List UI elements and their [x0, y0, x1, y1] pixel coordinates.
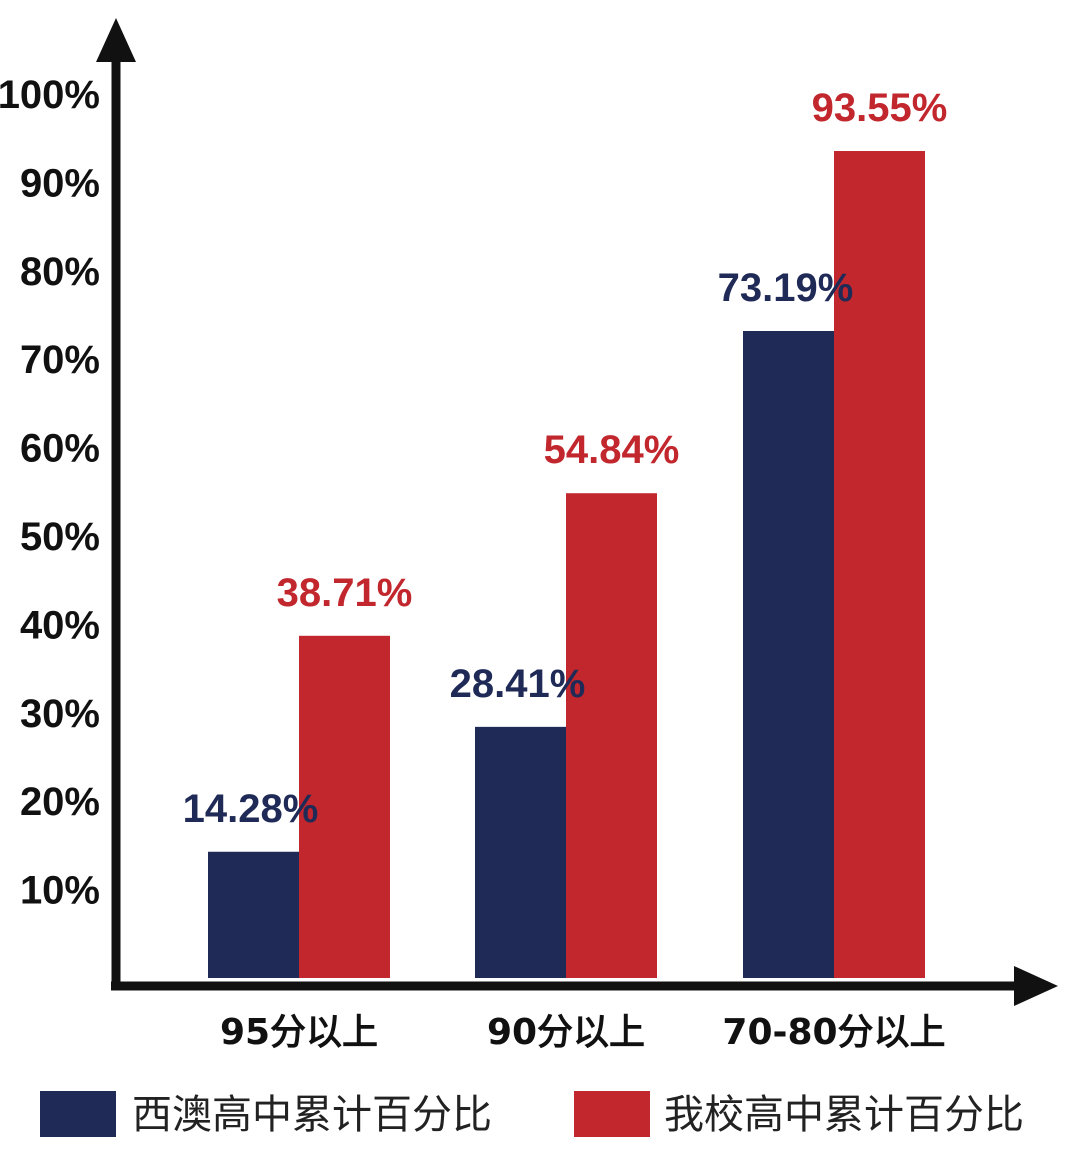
y-tick-label: 80%	[20, 250, 100, 294]
y-tick-label: 20%	[20, 780, 100, 824]
y-axis-arrow-icon	[96, 18, 136, 62]
bar-school-2	[834, 151, 925, 978]
data-label: 14.28%	[183, 787, 319, 831]
axes-layer	[96, 18, 1058, 1006]
legend-label: 我校高中累计百分比	[664, 1092, 1024, 1138]
legend-label: 西澳高中累计百分比	[132, 1092, 492, 1138]
y-tick-label: 30%	[20, 692, 100, 736]
x-tick-label: 90分以上	[487, 1012, 645, 1053]
labels-layer: 14.28% 38.71% 95分以上 28.41% 54.84% 90分以上 73.19%…	[0, 73, 947, 1053]
y-tick-label: 10%	[20, 869, 100, 913]
bars-layer	[208, 151, 925, 979]
y-tick-label: 70%	[20, 338, 100, 382]
y-tick-label: 90%	[20, 161, 100, 205]
data-label: 54.84%	[544, 428, 680, 472]
data-label: 28.41%	[450, 662, 586, 706]
x-axis-arrow-icon	[1014, 966, 1058, 1006]
legend-swatch	[40, 1091, 116, 1137]
data-label: 38.71%	[277, 571, 413, 615]
bar-wa-2	[743, 331, 834, 979]
bar-wa-0	[208, 851, 299, 978]
y-tick-label: 100%	[0, 73, 100, 117]
data-label: 93.55%	[812, 86, 948, 130]
legend-swatch	[574, 1091, 650, 1137]
bar-wa-1	[475, 726, 566, 978]
x-tick-label: 70-80分以上	[722, 1012, 945, 1053]
y-tick-label: 50%	[20, 515, 100, 559]
y-tick-label: 40%	[20, 603, 100, 647]
y-tick-label: 60%	[20, 427, 100, 471]
bar-school-0	[299, 635, 390, 978]
bar-school-1	[566, 493, 657, 978]
legend: 西澳高中累计百分比 我校高中累计百分比	[40, 1091, 1024, 1138]
x-tick-label: 95分以上	[220, 1012, 378, 1053]
data-label: 73.19%	[718, 266, 854, 310]
